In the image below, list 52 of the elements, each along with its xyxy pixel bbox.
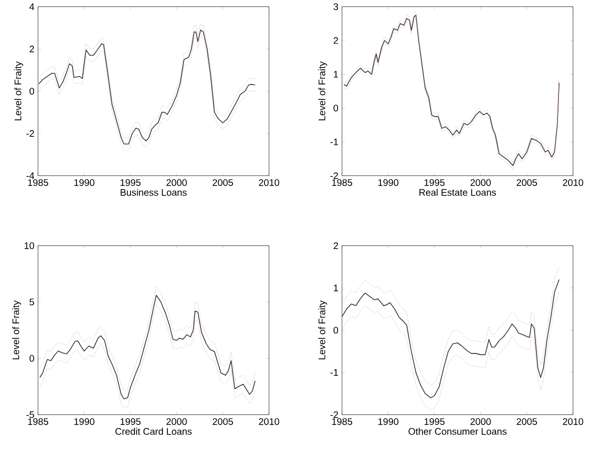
x-tick-label: 2010 [562, 179, 584, 186]
x-tick-label: 1990 [378, 418, 398, 426]
x-tick-label: 2010 [258, 179, 280, 186]
x-tick-label: 1985 [332, 179, 352, 186]
y-tick-label: 1 [334, 284, 338, 292]
x-tick-label: 2010 [562, 418, 584, 426]
y-axis-title: Level of Fraity [318, 300, 328, 360]
x-tick-label: 2005 [516, 418, 537, 426]
y-axis-title: Level of Fraity [14, 62, 24, 120]
y-tick-label: -1 [330, 369, 338, 376]
y-tick-label: 2 [334, 242, 338, 250]
y-tick-label: -2 [330, 172, 338, 180]
x-tick-label: 1985 [332, 418, 352, 426]
x-tick-label: 2005 [212, 418, 233, 426]
x-tick-label: 2000 [470, 179, 491, 186]
y-tick-label: -1 [330, 138, 338, 146]
x-tick-label: 1995 [120, 418, 141, 426]
x-tick-label: 2010 [258, 418, 280, 426]
y-axis-title: Level of Fraity [318, 62, 328, 120]
x-tick-label: 1995 [120, 179, 141, 186]
y-tick-label: 4 [29, 4, 34, 10]
x-tick-label: 1990 [74, 179, 94, 186]
y-tick-label: 0 [30, 355, 34, 362]
y-tick-label: 1 [334, 71, 338, 78]
x-tick-label: 1990 [74, 418, 94, 426]
y-tick-label: 0 [334, 326, 338, 334]
y-tick-label: 5 [30, 298, 34, 306]
x-tick-label: 1995 [424, 179, 445, 186]
y-axis-title: Level of Fraity [12, 300, 22, 360]
y-tick-label: 3 [334, 3, 338, 10]
y-tick-label: 10 [24, 242, 34, 250]
y-tick-label: 0 [30, 88, 34, 95]
y-tick-label: 2 [30, 46, 34, 52]
x-axis-title: Real Estate Loans [419, 188, 496, 196]
y-tick-label: 0 [334, 104, 338, 112]
x-axis-title: Other Consumer Loans [408, 428, 507, 435]
x-tick-label: 1985 [28, 179, 48, 186]
x-tick-label: 2005 [516, 179, 537, 186]
y-tick-label: -4 [26, 172, 34, 180]
y-tick-label: -5 [26, 412, 34, 418]
y-tick-label: -2 [26, 130, 34, 137]
x-tick-label: 1990 [378, 179, 398, 186]
x-tick-label: 1995 [424, 418, 445, 426]
x-tick-label: 2005 [212, 179, 233, 186]
x-tick-label: 2000 [166, 418, 187, 426]
x-axis-title: Business Loans [120, 188, 187, 196]
x-tick-label: 2000 [166, 179, 187, 186]
y-tick-label: 2 [334, 37, 338, 44]
x-tick-label: 1985 [28, 418, 48, 426]
x-tick-label: 2000 [470, 418, 491, 426]
y-tick-label: -2 [330, 412, 338, 418]
x-axis-title: Credit Card Loans [115, 428, 192, 435]
